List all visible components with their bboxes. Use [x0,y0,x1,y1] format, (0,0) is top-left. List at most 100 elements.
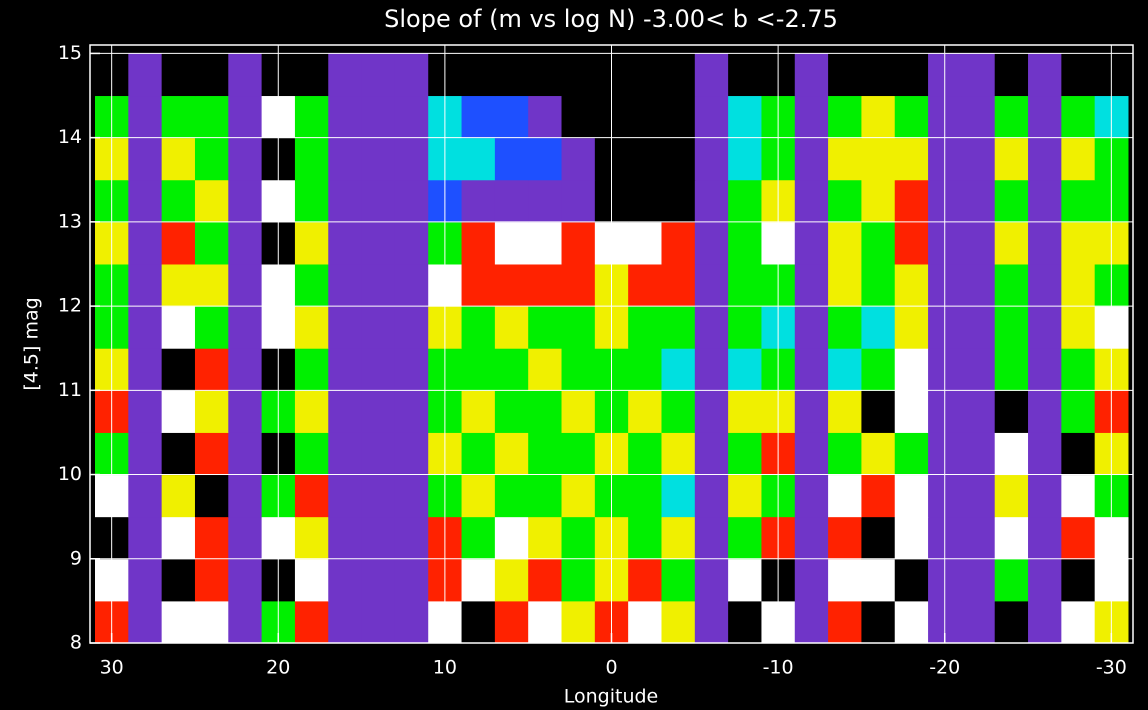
heatmap-cell [494,516,529,560]
heatmap-cell [661,95,696,139]
heatmap-cell [394,390,429,433]
heatmap-cell [994,516,1029,560]
heatmap-cell [494,95,529,139]
heatmap-cell [361,432,396,476]
x-tick-label: 10 [433,657,457,679]
heatmap-cell [561,348,596,391]
heatmap-cell [728,348,762,391]
heatmap-cell [628,474,662,518]
heatmap-cell [128,432,163,476]
heatmap-cell [728,600,762,643]
heatmap-cell [794,432,829,476]
heatmap-cell [561,53,596,97]
heatmap-cell [961,137,996,181]
heatmap-cell [328,348,363,391]
heatmap-cell [1028,137,1062,181]
heatmap-cell [561,516,596,560]
heatmap-cell [961,390,996,433]
heatmap-cell [561,432,596,476]
heatmap-cell [628,179,662,223]
heatmap-cell [294,137,329,181]
heatmap-cell [461,221,496,265]
heatmap-cell [828,390,862,433]
y-tick-label: 9 [70,547,82,569]
heatmap-cell [361,221,396,265]
heatmap-cell [1061,53,1096,97]
heatmap-cell [461,95,496,139]
heatmap-cell [828,432,862,476]
heatmap-cell [161,390,196,433]
heatmap-cell [361,53,396,97]
heatmap-cell [328,474,363,518]
heatmap-cell [461,600,496,643]
heatmap-cell [661,137,696,181]
heatmap-cell [661,390,696,433]
heatmap-cell [861,348,896,391]
heatmap-cell [1061,137,1096,181]
heatmap-cell [161,348,196,391]
heatmap-cell [228,179,263,223]
heatmap-cell [128,95,163,139]
heatmap-cell [328,390,363,433]
heatmap-cell [528,137,563,181]
x-tick-label: -30 [1096,657,1127,679]
heatmap-cell [494,474,529,518]
heatmap-cell [194,53,229,97]
heatmap-cell [161,137,196,181]
heatmap-cell [894,390,929,433]
heatmap-cell [861,558,896,602]
heatmap-cell [194,432,229,476]
heatmap-cell [528,306,563,349]
heatmap-cell [461,306,496,349]
heatmap-cell [228,432,263,476]
heatmap-cell [328,179,363,223]
heatmap-cell [394,263,429,307]
heatmap-cell [494,137,529,181]
heatmap-cell [394,558,429,602]
heatmap-cell [794,600,829,643]
heatmap-cell [894,53,929,97]
heatmap-cell [528,95,563,139]
heatmap-cell [894,558,929,602]
heatmap-cell [628,221,662,265]
heatmap-cell [794,474,829,518]
heatmap-cell [828,600,862,643]
heatmap-cell [294,474,329,518]
heatmap-cell [461,179,496,223]
heatmap-cell [494,348,529,391]
heatmap-cell [628,600,662,643]
heatmap-cell [1028,348,1062,391]
heatmap-cell [528,348,563,391]
heatmap-cell [694,558,729,602]
heatmap-cell [794,263,829,307]
chart-title: Slope of (m vs log N) -3.00< b <-2.75 [384,5,838,33]
y-tick-label: 15 [58,42,82,64]
heatmap-cell [1061,600,1096,643]
heatmap-cell [861,221,896,265]
y-tick-label: 13 [58,210,82,232]
heatmap-cell [828,53,862,97]
heatmap-cell [161,179,196,223]
heatmap-cell [361,390,396,433]
heatmap-cell [1061,432,1096,476]
heatmap-cell [394,348,429,391]
heatmap-cell [894,432,929,476]
heatmap-cell [828,263,862,307]
heatmap-cell [328,263,363,307]
heatmap-cell [461,474,496,518]
heatmap-cell [728,558,762,602]
heatmap-cell [561,474,596,518]
heatmap-cell [961,179,996,223]
heatmap-cell [1061,179,1096,223]
heatmap-cell [1028,221,1062,265]
heatmap-cell [294,263,329,307]
heatmap-cell [561,137,596,181]
heatmap-cell [494,263,529,307]
heatmap-cell [194,221,229,265]
heatmap-cell [661,558,696,602]
heatmap-cell [694,474,729,518]
heatmap-cell [228,263,263,307]
heatmap-cell [1028,432,1062,476]
